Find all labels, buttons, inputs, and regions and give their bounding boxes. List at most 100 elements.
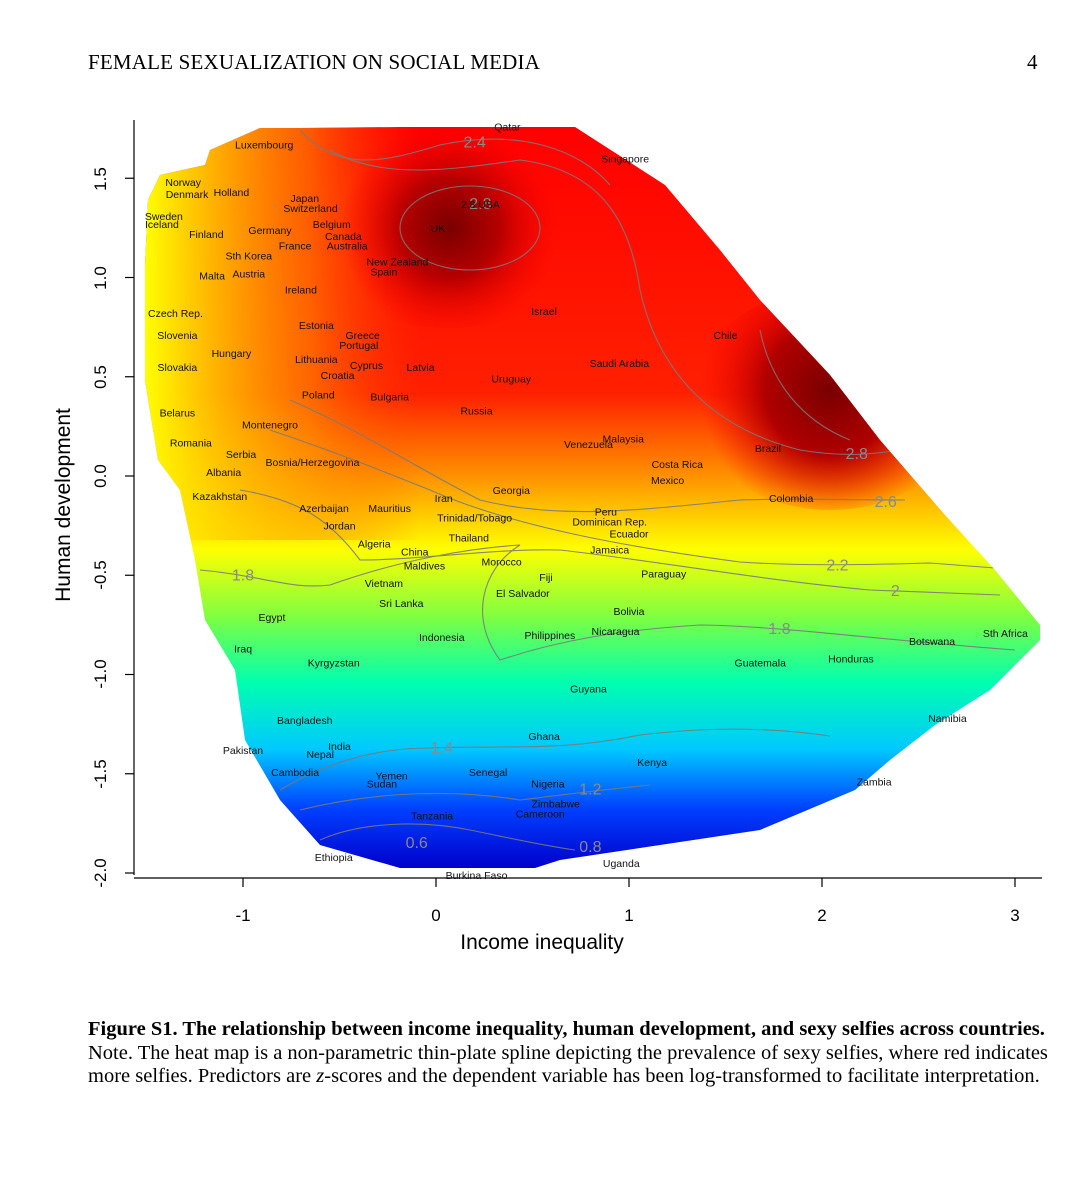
country-label: Israel xyxy=(531,306,557,318)
country-label: Kazakhstan xyxy=(192,491,247,503)
country-label: Norway xyxy=(165,177,201,189)
country-label: Peru xyxy=(595,507,617,519)
country-label: Kenya xyxy=(637,757,667,769)
country-label: Montenegro xyxy=(242,419,298,431)
country-label: Nepal xyxy=(306,749,333,761)
country-label: Venezuela xyxy=(564,439,613,451)
country-label: Thailand xyxy=(449,533,489,545)
caption-note-italic: z xyxy=(316,1065,325,1087)
country-label: Iraq xyxy=(234,644,252,656)
country-label: Hungary xyxy=(212,348,252,360)
country-label: Jordan xyxy=(323,521,355,533)
country-label: Guatemala xyxy=(735,658,787,670)
country-label: Egypt xyxy=(259,612,286,624)
caption-title: Figure S1. The relationship between inco… xyxy=(88,1018,1045,1040)
y-tick-label: 1.0 xyxy=(91,266,110,290)
country-label: Bosnia/Herzegovina xyxy=(265,457,359,469)
axis-tick-labels: -1 0 1 2 3 -2.0 -1.5 -1.0 -0.5 0.0 0.5 1… xyxy=(52,167,1020,954)
contour-level-label: 2 xyxy=(891,583,900,600)
contour-level-label: 0.8 xyxy=(579,839,601,856)
country-label: Croatia xyxy=(321,370,355,382)
y-tick-label: -2.0 xyxy=(91,858,110,887)
country-label: Dominican Rep. xyxy=(572,517,647,529)
running-head: FEMALE SEXUALIZATION ON SOCIAL MEDIA xyxy=(88,50,541,74)
country-label: Sudan xyxy=(367,779,398,791)
country-label: Sri Lanka xyxy=(379,598,424,610)
country-label: 2.8 USA xyxy=(461,199,500,211)
x-tick-label: 1 xyxy=(624,906,633,925)
country-label: Bulgaria xyxy=(370,392,409,404)
country-label: Finland xyxy=(189,229,224,241)
country-label: Morocco xyxy=(481,556,521,568)
country-label: Uganda xyxy=(603,858,640,870)
contour-level-label: 2.6 xyxy=(875,494,897,511)
country-label: Azerbaijan xyxy=(299,503,349,515)
caption-note: Note. The heat map is a non-parametric t… xyxy=(88,1042,1048,1089)
axis-ticks xyxy=(125,177,1016,887)
country-label: Belgium xyxy=(313,219,351,231)
country-label: Pakistan xyxy=(223,745,263,757)
country-label: Cameroon xyxy=(516,808,565,820)
country-label: Ghana xyxy=(528,731,560,743)
country-label: Holland xyxy=(214,187,250,199)
country-label: Estonia xyxy=(299,320,334,332)
country-label: Guyana xyxy=(570,683,607,695)
country-label: Japan xyxy=(290,193,319,205)
country-label: Uruguay xyxy=(491,374,531,386)
contour-level-label: 1.2 xyxy=(579,782,601,799)
country-label: Vietnam xyxy=(365,578,404,590)
country-label: Germany xyxy=(248,225,292,237)
country-label: Slovenia xyxy=(157,330,197,342)
y-tick-label: 0.5 xyxy=(91,365,110,389)
x-tick-label: -1 xyxy=(235,906,250,925)
x-tick-label: 0 xyxy=(431,906,440,925)
country-label: Iceland xyxy=(145,219,179,231)
country-label: Belarus xyxy=(160,407,196,419)
country-label: Yemen xyxy=(375,771,407,783)
country-label: Indonesia xyxy=(419,632,465,644)
caption-note-text-end: -scores and the dependent variable has b… xyxy=(324,1065,1040,1087)
country-label: Albania xyxy=(206,467,241,479)
country-label: Paraguay xyxy=(641,568,687,580)
y-tick-label: -1.0 xyxy=(91,659,110,688)
country-label: Sweden xyxy=(145,211,183,223)
contour-level-label: 2.8 xyxy=(846,446,868,463)
country-label: Saudi Arabia xyxy=(590,358,650,370)
country-label: Chile xyxy=(714,330,738,342)
country-label: Australia xyxy=(327,241,368,253)
country-label: Russia xyxy=(460,405,492,417)
country-label: Fiji xyxy=(539,572,552,584)
country-label: Namibia xyxy=(928,713,967,725)
country-label: El Salvador xyxy=(496,588,550,600)
country-label: Senegal xyxy=(469,767,508,779)
x-tick-label: 2 xyxy=(817,906,826,925)
country-label: Lithuania xyxy=(295,354,338,366)
country-label: Portugal xyxy=(339,340,378,352)
country-label: New Zealand xyxy=(366,257,428,269)
country-label: UK xyxy=(431,223,446,235)
country-label: Denmark xyxy=(166,189,209,201)
country-label: Zambia xyxy=(857,777,892,789)
country-label: Ethiopia xyxy=(315,852,353,864)
country-label: Austria xyxy=(232,269,265,281)
country-label: Cyprus xyxy=(350,360,383,372)
axes-frame xyxy=(133,120,1042,879)
country-label: Bolivia xyxy=(614,606,645,618)
country-label: Malaysia xyxy=(602,433,644,445)
country-label: Trinidad/Tobago xyxy=(437,513,512,525)
country-label: India xyxy=(328,741,351,753)
y-tick-label: 0.0 xyxy=(91,464,110,488)
country-label: Colombia xyxy=(769,493,814,505)
country-label: Brazil xyxy=(755,443,781,455)
contour-level-label: 2.2 xyxy=(826,557,848,574)
country-label: Tanzania xyxy=(411,810,453,822)
contour-level-label: 1.4 xyxy=(431,740,453,757)
x-tick-label: 3 xyxy=(1010,906,1019,925)
country-label: Nicaragua xyxy=(592,626,640,638)
y-axis-title: Human development xyxy=(52,408,75,602)
country-label: Ecuador xyxy=(609,529,649,541)
heatmap-figure: -1 0 1 2 3 -2.0 -1.5 -1.0 -0.5 0.0 0.5 1… xyxy=(52,120,1042,954)
country-label: Jamaica xyxy=(590,544,629,556)
country-label: Kyrgyzstan xyxy=(308,658,360,670)
country-label: Singapore xyxy=(601,153,649,165)
